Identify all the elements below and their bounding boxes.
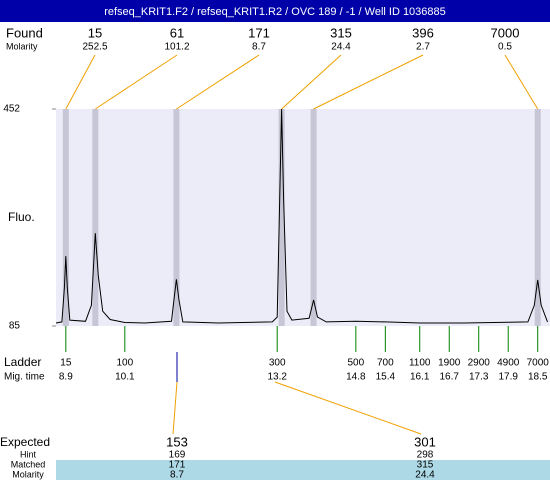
ladder-mig-time: 15.4 [376, 372, 396, 383]
ladder-size: 7000 [527, 358, 550, 369]
plot-area [56, 109, 550, 326]
found-label: Found [6, 25, 43, 40]
ladder-mig-time: 10.1 [115, 372, 135, 383]
peak-connector [176, 54, 260, 110]
peak-connector [65, 54, 96, 110]
ladder-mig-time: 17.9 [498, 372, 518, 383]
expected-molarity: 8.7 [170, 470, 184, 480]
found-molarity: 8.7 [252, 42, 266, 53]
y-axis-label: Fluo. [8, 210, 35, 224]
hint: 298 [417, 450, 434, 461]
ladder-size: 1900 [438, 358, 461, 369]
ladder-mig-time: 16.7 [439, 372, 459, 383]
expected-molarity: 24.4 [415, 470, 435, 480]
expected-connector [274, 381, 422, 435]
ladder-size: 15 [60, 358, 72, 369]
ladder-size: 500 [347, 358, 364, 369]
peak-band [534, 109, 541, 326]
found-size: 15 [88, 25, 102, 40]
molarity-row [56, 470, 550, 480]
peak-band [92, 109, 99, 326]
ladder-label: Ladder [4, 355, 41, 369]
ladder-mig-time: 18.5 [528, 372, 548, 383]
ladder-size: 100 [116, 358, 133, 369]
found-molarity: 101.2 [164, 42, 189, 53]
found-molarity: 252.5 [82, 42, 107, 53]
found-molarity: 2.7 [416, 42, 430, 53]
found-molarity: 24.4 [331, 42, 351, 53]
expected-size: 153 [166, 434, 188, 449]
ladder-size: 4900 [497, 358, 520, 369]
found-size: 171 [248, 25, 270, 40]
peak-band [62, 109, 69, 326]
y-tick-label: 85 [9, 321, 21, 332]
found-size: 7000 [491, 25, 520, 40]
ladder-mig-time: 16.1 [410, 372, 430, 383]
peak-band [278, 109, 285, 326]
trace [55, 108, 548, 324]
ladder-mig-time: 14.8 [346, 372, 366, 383]
expected-molarity-label: Molarity [12, 469, 44, 479]
ladder-size: 2900 [468, 358, 491, 369]
found-size: 61 [170, 25, 184, 40]
peak-band [310, 109, 317, 326]
found-size: 396 [412, 25, 434, 40]
found-size: 315 [330, 25, 352, 40]
peak-band [173, 109, 180, 326]
matched-row [56, 460, 550, 470]
peak-connector [95, 54, 178, 110]
ladder-size: 300 [269, 358, 286, 369]
peak-connector [504, 54, 539, 110]
ladder-mig-time: 8.9 [59, 372, 73, 383]
mig-time-label: Mig. time [4, 372, 45, 383]
matched: 171 [169, 460, 186, 471]
hint: 169 [169, 450, 186, 461]
matched: 315 [417, 460, 434, 471]
peak-connector [281, 54, 342, 110]
hint-label: Hint [20, 449, 37, 459]
peak-connector [313, 54, 424, 110]
matched-label: Matched [11, 459, 46, 469]
expected-label: Expected [0, 435, 50, 449]
title-bar [0, 0, 550, 22]
expected-connector [172, 381, 178, 435]
ladder-size: 700 [377, 358, 394, 369]
expected-size: 301 [414, 434, 436, 449]
title: refseq_KRIT1.F2 / refseq_KRIT1.R2 / OVC … [104, 6, 446, 18]
found-molarity: 0.5 [498, 42, 512, 53]
ladder-size: 1100 [409, 358, 431, 369]
ladder-mig-time: 17.3 [469, 372, 489, 383]
molarity-label: Molarity [6, 41, 38, 51]
y-tick-label: 452 [3, 104, 20, 115]
ladder-mig-time: 13.2 [267, 372, 287, 383]
